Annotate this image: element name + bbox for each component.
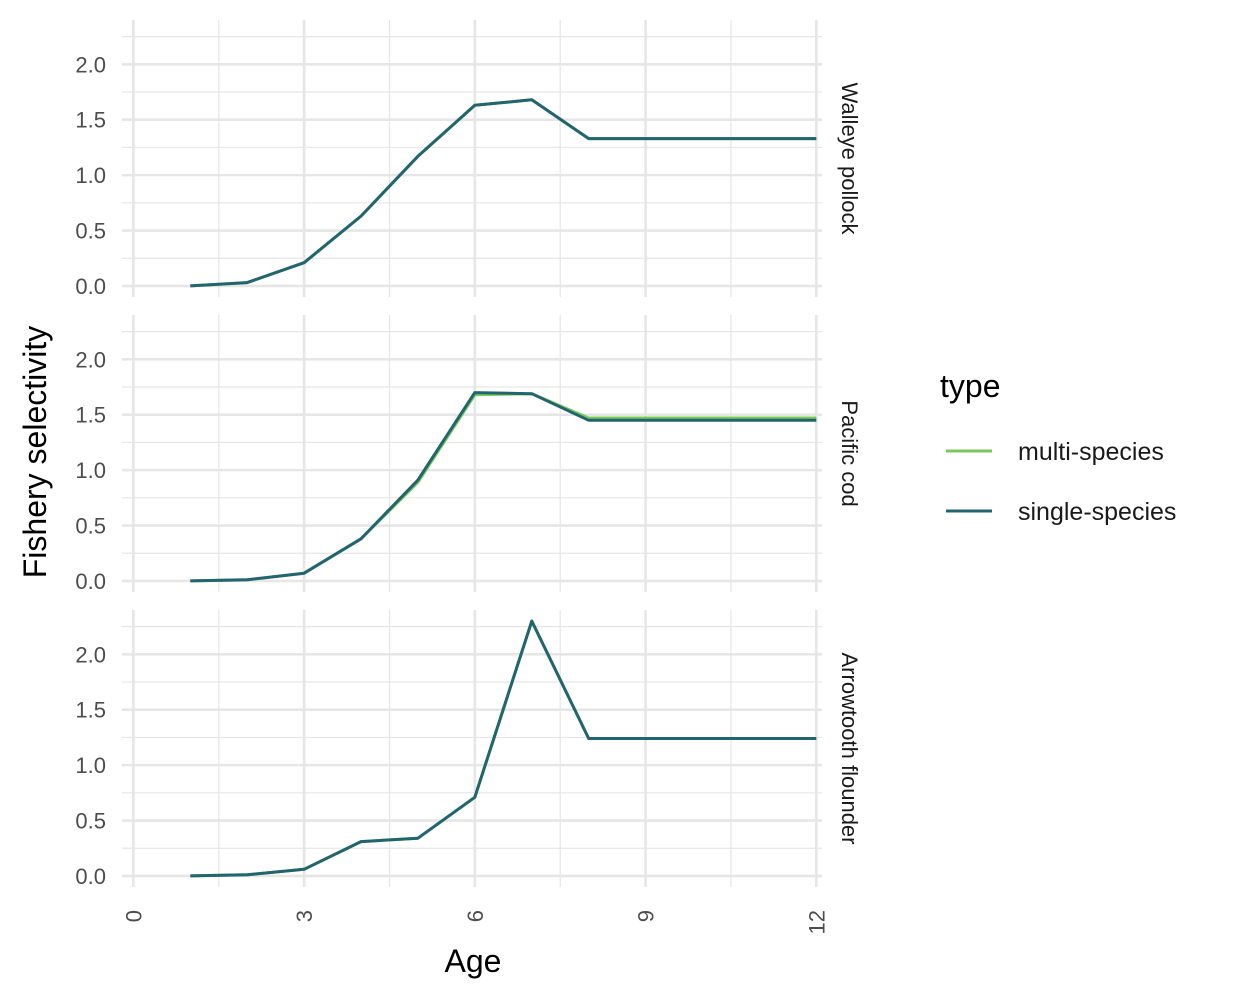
x-axis: 0 3 6 9 12: [121, 910, 829, 934]
series-line-single-species: [190, 98, 817, 288]
legend-label-multi-species: multi-species: [1018, 438, 1164, 466]
series-line-multi-species: [190, 619, 817, 878]
series-line-single-species: [190, 619, 817, 878]
x-tick-label: 3: [292, 910, 317, 922]
legend-label-single-species: single-species: [1018, 498, 1176, 526]
x-axis-title: Age: [445, 943, 502, 979]
facet-panels: 0.0 0.5 1.0 1.5 2.0 Walleye pollock 0.0 0.5 1.0 1…: [75, 20, 862, 889]
y-tick-label: 1.5: [75, 698, 106, 723]
x-tick-label: 6: [463, 910, 488, 922]
y-tick-label: 1.5: [75, 403, 106, 428]
y-tick-label: 0.5: [75, 219, 106, 244]
y-tick-label: 0.0: [75, 569, 106, 594]
y-tick-label: 2.0: [75, 642, 106, 667]
facet-label-pacific-cod: Pacific cod: [837, 400, 862, 506]
x-tick-label: 12: [804, 910, 829, 934]
x-tick-label: 0: [121, 910, 146, 922]
y-tick-label: 1.0: [75, 753, 106, 778]
y-tick-label: 0.5: [75, 514, 106, 539]
y-tick-label: 2.0: [75, 347, 106, 372]
y-tick-label: 1.0: [75, 458, 106, 483]
panel-arrowtooth-flounder: 0.0 0.5 1.0 1.5 2.0 Arrowtooth flounder: [75, 610, 862, 889]
x-tick-label: 9: [634, 910, 659, 922]
y-tick-label: 0.0: [75, 274, 106, 299]
series-line-single-species: [190, 391, 817, 583]
facet-label-arrowtooth-flounder: Arrowtooth flounder: [837, 653, 862, 845]
panel-walleye-pollock: 0.0 0.5 1.0 1.5 2.0 Walleye pollock: [75, 20, 862, 299]
y-tick-label: 0.0: [75, 864, 106, 889]
y-tick-label: 2.0: [75, 52, 106, 77]
legend-title: type: [940, 368, 1000, 404]
y-tick-label: 1.0: [75, 163, 106, 188]
y-tick-label: 0.5: [75, 809, 106, 834]
legend: type multi-species single-species: [940, 368, 1176, 526]
facet-label-walleye-pollock: Walleye pollock: [837, 82, 862, 235]
panel-pacific-cod: 0.0 0.5 1.0 1.5 2.0 Pacific cod: [75, 315, 862, 594]
y-axis-title: Fishery selectivity: [17, 326, 53, 579]
y-tick-label: 1.5: [75, 108, 106, 133]
